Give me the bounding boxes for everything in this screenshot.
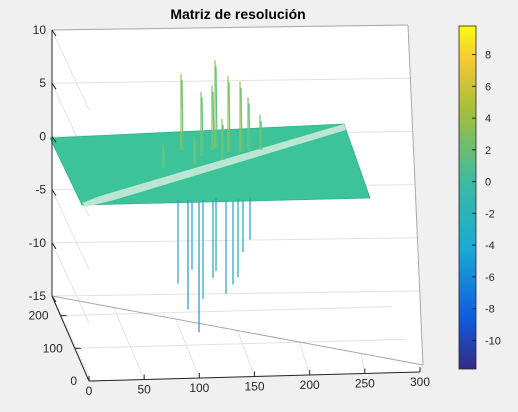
frame-top-back [51, 24, 409, 31]
z-grid-line [51, 77, 411, 84]
z-axis-ticks: 10 5 0 -5 -10 -15 [29, 23, 57, 303]
z-grid-line [51, 290, 420, 297]
x-grid-line [113, 307, 145, 380]
frame-bottom-back [51, 295, 424, 366]
floor [52, 296, 423, 381]
colorbar-ticks: 8 6 4 2 0 -2 -4 -6 -8 -10 [472, 50, 501, 347]
surface-peak-shade [260, 120, 263, 151]
x-grid-line [298, 341, 311, 376]
colorbar-tick-label: -4 [485, 240, 495, 252]
colorbar-tick-label: 8 [485, 50, 491, 62]
z-grid-line-side [51, 29, 90, 111]
surface [49, 60, 371, 333]
surface-peak-shade [240, 87, 243, 153]
z-tick-label: -10 [29, 236, 47, 250]
colorbar-tick-label: 2 [485, 145, 491, 157]
surface-spikes [162, 60, 263, 333]
surface-peak-shade [181, 79, 184, 151]
x-tick-label: 250 [355, 377, 375, 391]
surface-peak-shade [248, 103, 251, 151]
surface-peak-shade [194, 141, 197, 166]
surface-diagonal-ridge [82, 124, 346, 207]
x-grid-line [360, 353, 366, 374]
z-tick-label: -15 [29, 289, 47, 303]
colorbar-tick-label: -2 [485, 208, 495, 220]
colorbar-tick-label: 4 [485, 113, 491, 125]
z-grid-line-side [51, 189, 90, 270]
x-grid-line [237, 330, 255, 377]
y-axis-ticks: 0 100 200 [29, 309, 95, 388]
x-tick-label: 100 [189, 381, 209, 395]
y-tick-label: 100 [43, 341, 63, 355]
y-grid-line [74, 338, 406, 349]
colorbar-scale [458, 25, 477, 370]
z-tick-label: 0 [39, 129, 46, 143]
colorbar-tick-label: -8 [485, 304, 495, 316]
surface-peak-shade [215, 66, 218, 149]
x-tick-label: 200 [300, 378, 320, 392]
y-tick-label: 0 [70, 374, 77, 388]
y-grid-line [60, 306, 392, 317]
z-tick-mark [51, 242, 57, 250]
x-tick-label: 150 [244, 380, 264, 394]
x-grid-line [175, 318, 200, 379]
surface-peak-shade [163, 150, 166, 169]
surface-peak-shade [201, 97, 204, 157]
surface-peak-shade [228, 81, 231, 153]
chart-title: Matriz de resolución [170, 6, 305, 22]
colorbar-tick-label: 6 [485, 81, 491, 93]
z-tick-mark [51, 29, 57, 37]
surface-peak-shade [222, 125, 225, 161]
z-tick-mark [51, 82, 57, 90]
surface-peak-shade [212, 91, 215, 151]
x-tick-label: 0 [86, 384, 93, 398]
z-tick-label: -5 [35, 183, 46, 197]
x-tick-label: 300 [410, 375, 430, 389]
colorbar-tick-label: -6 [485, 272, 495, 284]
x-tick-label: 50 [137, 383, 151, 397]
z-tick-mark [51, 295, 57, 303]
y-tick-label: 200 [29, 309, 49, 323]
x-axis-ticks: 0 50 100 150 200 250 300 [86, 367, 430, 398]
z-tick-label: 10 [33, 23, 47, 37]
colorbar: 8 6 4 2 0 -2 -4 -6 -8 -10 [458, 25, 501, 370]
y-axis-line [51, 295, 90, 382]
z-grid-line-side [51, 242, 90, 324]
z-tick-mark [51, 189, 57, 196]
z-tick-label: 5 [39, 76, 46, 90]
z-tick-mark [51, 136, 57, 143]
colorbar-tick-label: 0 [485, 177, 491, 189]
colorbar-tick-label: -10 [485, 335, 501, 347]
z-grid-line [51, 237, 418, 244]
frame-right-back [407, 24, 424, 366]
